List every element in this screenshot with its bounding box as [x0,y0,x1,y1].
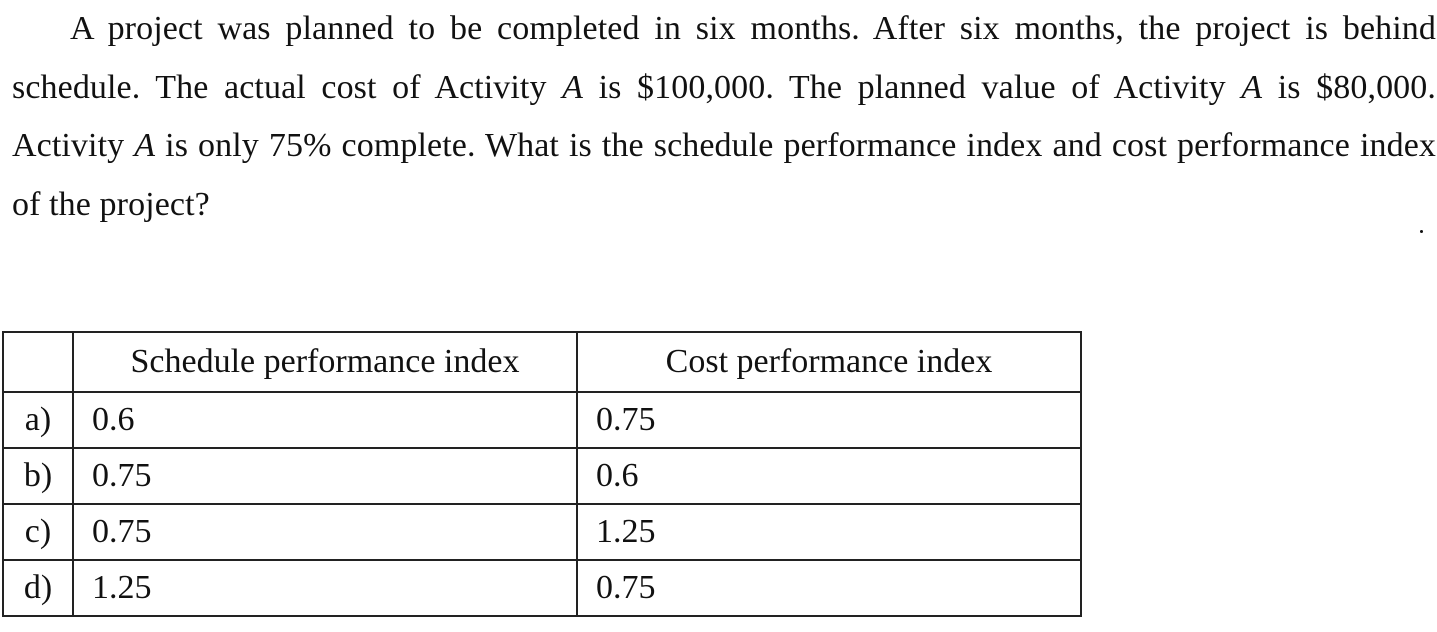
option-spi-value: 1.25 [72,559,578,617]
header-cpi-cell: Cost performance index [576,331,1082,393]
option-cpi-value: 0.6 [576,447,1082,505]
question-segment: A project was planned to be completed in… [12,10,1436,106]
option-cpi-value: 0.75 [576,391,1082,449]
table-header-row: Schedule performance index Cost performa… [2,331,1082,393]
option-letter: d) [2,559,74,617]
answer-options-table: Schedule performance index Cost performa… [2,331,1082,617]
option-letter: b) [2,447,74,505]
option-cpi-value: 0.75 [576,559,1082,617]
option-row-c[interactable]: c) 0.75 1.25 [2,503,1082,561]
option-row-a[interactable]: a) 0.6 0.75 [2,391,1082,449]
option-cpi-value: 1.25 [576,503,1082,561]
activity-variable: A [562,68,584,106]
option-letter: c) [2,503,74,561]
question-text: A project was planned to be completed in… [12,0,1436,234]
option-spi-value: 0.75 [72,503,578,561]
option-spi-value: 0.6 [72,391,578,449]
option-row-b[interactable]: b) 0.75 0.6 [2,447,1082,505]
question-segment: is $100,000. The planned value of Activi… [583,68,1242,106]
stray-dot [1420,230,1423,233]
question-segment: is $80,000. Activity [12,68,1436,165]
question-segment: is only 75% complete. What is the schedu… [12,127,1436,223]
option-letter: a) [2,391,74,449]
activity-variable: A [134,127,156,164]
option-spi-value: 0.75 [72,447,578,505]
header-letter-cell [2,331,74,393]
activity-variable: A [1241,68,1263,106]
option-row-d[interactable]: d) 1.25 0.75 [2,559,1082,617]
header-spi-cell: Schedule performance index [72,331,578,393]
